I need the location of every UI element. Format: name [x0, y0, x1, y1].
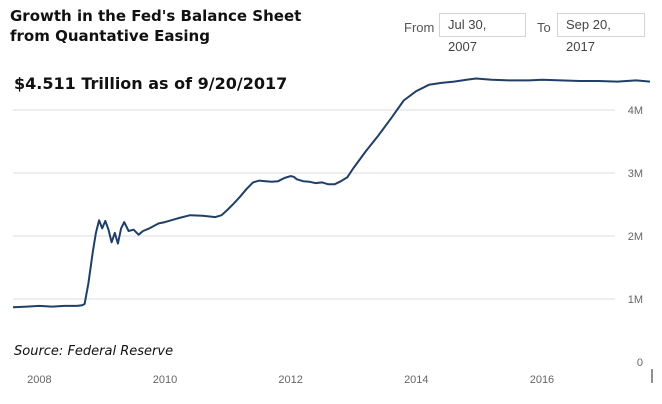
chart-title: Growth in the Fed's Balance Sheet from Q… [10, 6, 301, 46]
y-tick-label-2: 2M [628, 231, 643, 243]
y-tick-label-1: 1M [628, 294, 643, 306]
x-tick-label-0: 2008 [27, 374, 51, 386]
x-tick-label-3: 2014 [404, 374, 428, 386]
from-date-input[interactable]: Jul 30, 2007 [439, 13, 526, 54]
chart-title-line-1: Growth in the Fed's Balance Sheet [10, 7, 302, 25]
grid [13, 109, 615, 300]
y-tick-label-3: 3M [628, 168, 643, 180]
x-axis: 2008 2010 2012 2014 2016 [27, 374, 554, 386]
x-tick-label-4: 2016 [530, 374, 554, 386]
x-tick-label-2: 2012 [278, 374, 302, 386]
y-tick-label-4: 4M [628, 105, 643, 117]
x-tick-label-1: 2010 [153, 374, 177, 386]
source-note: Source: Federal Reserve [14, 344, 174, 359]
from-label: From [404, 20, 435, 35]
chart-title-line-2: from Quantative Easing [10, 27, 210, 45]
to-label: To [537, 20, 551, 35]
y-tick-label-0: 0 [637, 357, 643, 369]
current-value-annotation: $4.511 Trillion as of 9/20/2017 [14, 74, 288, 93]
balance-sheet-line [12, 77, 651, 309]
to-date-input[interactable]: Sep 20, 2017 [557, 13, 645, 54]
y-axis: 0 1M 2M 3M 4M [628, 105, 643, 369]
